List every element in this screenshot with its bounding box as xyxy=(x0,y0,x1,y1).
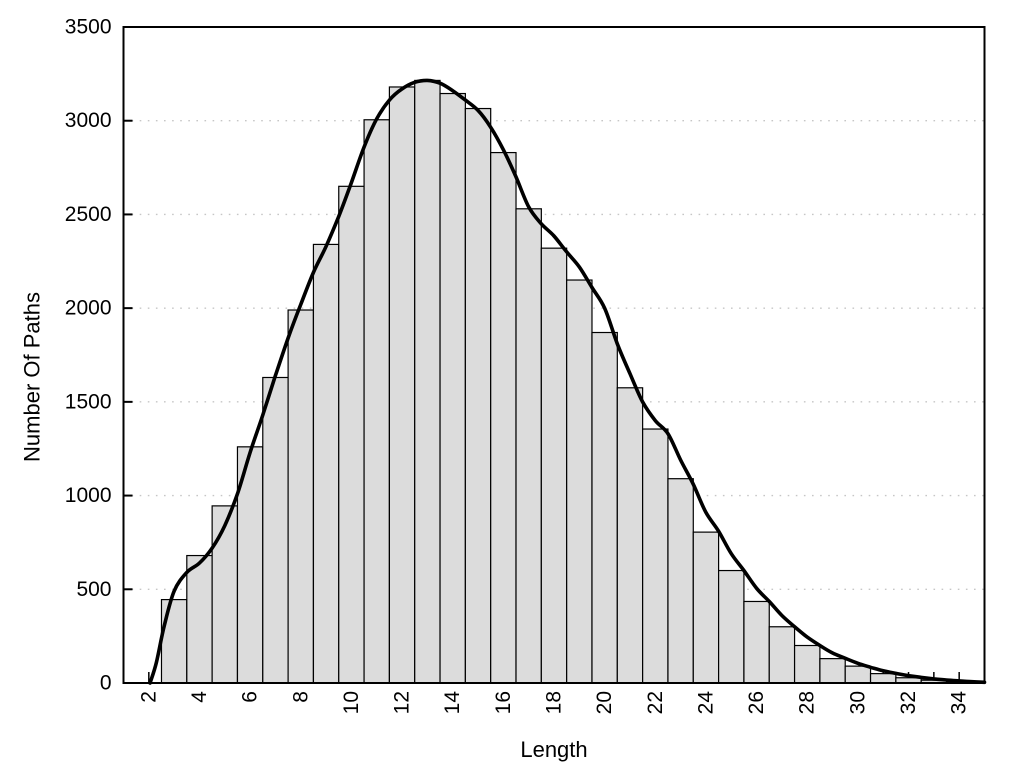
bar-9 xyxy=(312,243,340,684)
y-tick-label-500: 500 xyxy=(76,578,111,601)
x-tick-label-18: 18 xyxy=(543,691,566,714)
y-axis-title: Number Of Paths xyxy=(20,292,45,462)
y-tick-label-1000: 1000 xyxy=(65,484,112,507)
bar-24 xyxy=(692,531,720,684)
y-tick-label-1500: 1500 xyxy=(65,390,112,413)
bar-4 xyxy=(186,554,213,684)
x-tick-label-16: 16 xyxy=(492,691,515,714)
y-tick-label-3500: 3500 xyxy=(65,16,112,39)
x-tick-label-20: 20 xyxy=(593,691,616,714)
y-tick-label-3000: 3000 xyxy=(65,109,112,132)
x-tick-label-30: 30 xyxy=(846,691,869,714)
y-tick-label-2500: 2500 xyxy=(65,203,112,226)
x-tick-label-4: 4 xyxy=(188,691,211,703)
bar-21 xyxy=(616,387,644,684)
bar-31 xyxy=(869,673,897,684)
x-tick-label-34: 34 xyxy=(948,691,971,715)
frequency-curve-path xyxy=(148,78,987,685)
bar-17 xyxy=(515,208,542,684)
bar-27 xyxy=(768,626,796,684)
plot-frame xyxy=(122,26,986,684)
x-tick-label-28: 28 xyxy=(796,691,819,714)
bar-14 xyxy=(439,92,466,684)
bar-29 xyxy=(819,658,846,684)
bar-22 xyxy=(642,428,669,684)
y-tick-label-0: 0 xyxy=(100,672,112,695)
bar-3 xyxy=(160,598,188,684)
x-tick-label-26: 26 xyxy=(745,691,768,714)
bar-11 xyxy=(363,119,390,684)
bar-28 xyxy=(793,644,821,684)
x-tick-label-24: 24 xyxy=(694,691,717,715)
x-tick-label-8: 8 xyxy=(289,691,312,703)
y-tick-label-2000: 2000 xyxy=(65,297,112,320)
bar-10 xyxy=(338,185,365,684)
bar-26 xyxy=(743,600,770,684)
x-axis-title: Length xyxy=(520,737,587,762)
bar-16 xyxy=(490,151,517,684)
bar-18 xyxy=(540,247,568,684)
frame-rect xyxy=(122,26,986,684)
x-tick-label-12: 12 xyxy=(391,691,414,714)
x-tick-label-32: 32 xyxy=(897,691,920,714)
x-tick-label-10: 10 xyxy=(340,691,363,714)
x-tick-label-22: 22 xyxy=(644,691,667,714)
bar-19 xyxy=(566,279,593,684)
histogram-bars xyxy=(160,79,973,684)
bar-12 xyxy=(388,86,416,684)
x-tick-label-2: 2 xyxy=(137,691,160,703)
bar-15 xyxy=(464,107,492,684)
bar-25 xyxy=(718,569,745,684)
bar-23 xyxy=(667,478,694,684)
bar-13 xyxy=(414,79,441,684)
smoothed-curve xyxy=(148,78,987,685)
bar-8 xyxy=(287,309,315,684)
bar-30 xyxy=(844,665,872,684)
x-tick-label-14: 14 xyxy=(441,691,464,715)
bar-20 xyxy=(591,331,618,684)
x-tick-label-6: 6 xyxy=(239,691,262,703)
bar-7 xyxy=(262,376,289,684)
bar-5 xyxy=(211,505,239,684)
